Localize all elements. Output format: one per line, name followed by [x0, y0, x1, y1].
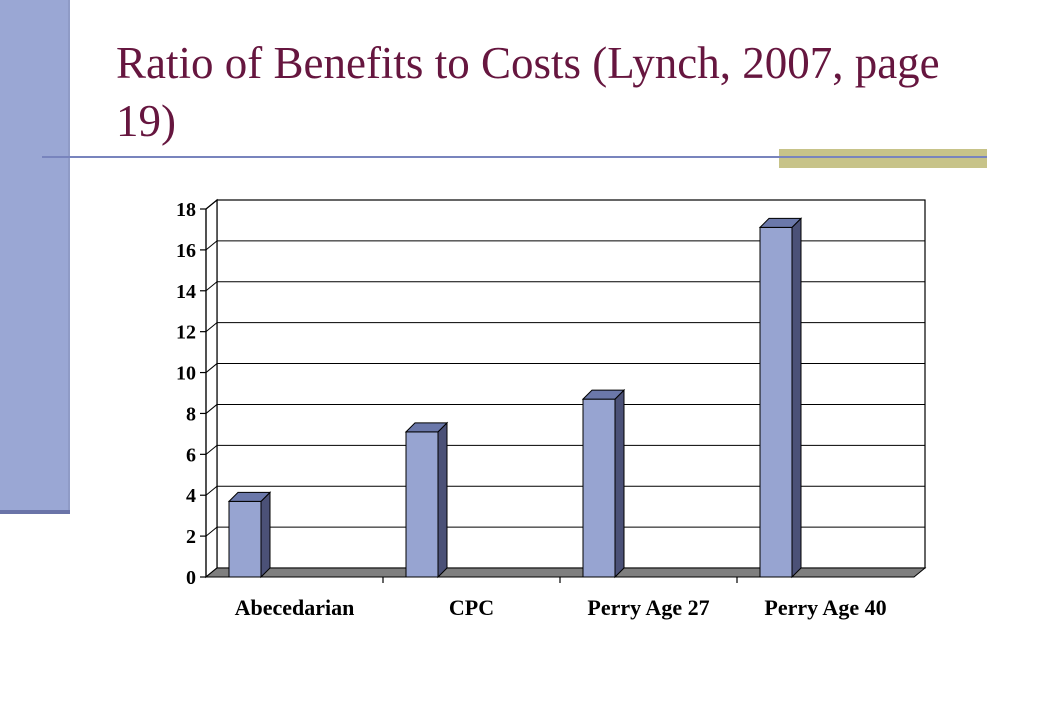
bar-front	[228, 500, 262, 578]
slide-title: Ratio of Benefits to Costs (Lynch, 2007,…	[116, 38, 940, 146]
plot-frame	[205, 198, 926, 579]
chart-floor	[204, 567, 927, 578]
y-tick-label: 14	[176, 281, 196, 303]
bar-front	[582, 398, 616, 578]
gridline-side	[205, 444, 218, 455]
gridline-side	[205, 404, 218, 414]
plot-side-wall	[205, 198, 218, 579]
bars	[227, 217, 803, 579]
y-tick-label: 8	[186, 403, 196, 425]
y-tick-label: 10	[176, 363, 196, 385]
bar-side	[260, 491, 271, 579]
x-category-label: CPC	[449, 595, 494, 620]
floor-slab	[204, 567, 927, 578]
bar-front	[405, 431, 439, 578]
x-category-label: Perry Age 40	[764, 595, 886, 620]
bar	[758, 217, 803, 579]
y-axis-tick-labels: 0 2 4 6 8 10 12 14 16 18	[176, 199, 196, 589]
plot-back-wall	[216, 199, 926, 569]
y-tick-label: 2	[186, 526, 196, 548]
bar-top	[404, 422, 449, 433]
y-tick-label: 6	[186, 444, 196, 466]
gridline-side	[205, 281, 218, 292]
gridline-side	[205, 240, 218, 251]
left-accent-bar-shadow	[0, 510, 70, 514]
bar	[581, 388, 626, 579]
left-accent-bar	[0, 0, 70, 512]
gridline-side	[205, 199, 218, 210]
bar	[227, 491, 272, 579]
y-tick-label: 18	[176, 199, 196, 221]
x-category-label: Abecedarian	[235, 595, 355, 620]
x-category-label: Perry Age 27	[587, 595, 709, 620]
gridline-side	[205, 526, 218, 537]
bar-top	[758, 217, 803, 228]
gridline-side	[205, 322, 218, 333]
bar-top	[227, 491, 272, 502]
gridline-side	[205, 363, 218, 373]
bar-top	[581, 389, 626, 400]
title-underline-accent	[779, 149, 987, 168]
bar-side	[437, 421, 448, 579]
bar-side	[614, 388, 625, 579]
grid-lines	[205, 199, 925, 537]
bar-front	[759, 226, 793, 578]
y-tick-label: 4	[186, 485, 196, 507]
y-tick-label: 16	[176, 240, 196, 262]
axis-ticks	[200, 208, 738, 583]
bar	[404, 421, 449, 579]
gridline-side	[205, 485, 218, 496]
y-tick-label: 12	[176, 322, 196, 344]
x-axis-category-labels: Abecedarian CPC Perry Age 27 Perry Age 40	[235, 595, 887, 620]
y-tick-label: 0	[186, 567, 196, 589]
title-underline	[42, 156, 987, 158]
bar-side	[791, 217, 802, 579]
title-underline-accent-line	[779, 156, 987, 158]
